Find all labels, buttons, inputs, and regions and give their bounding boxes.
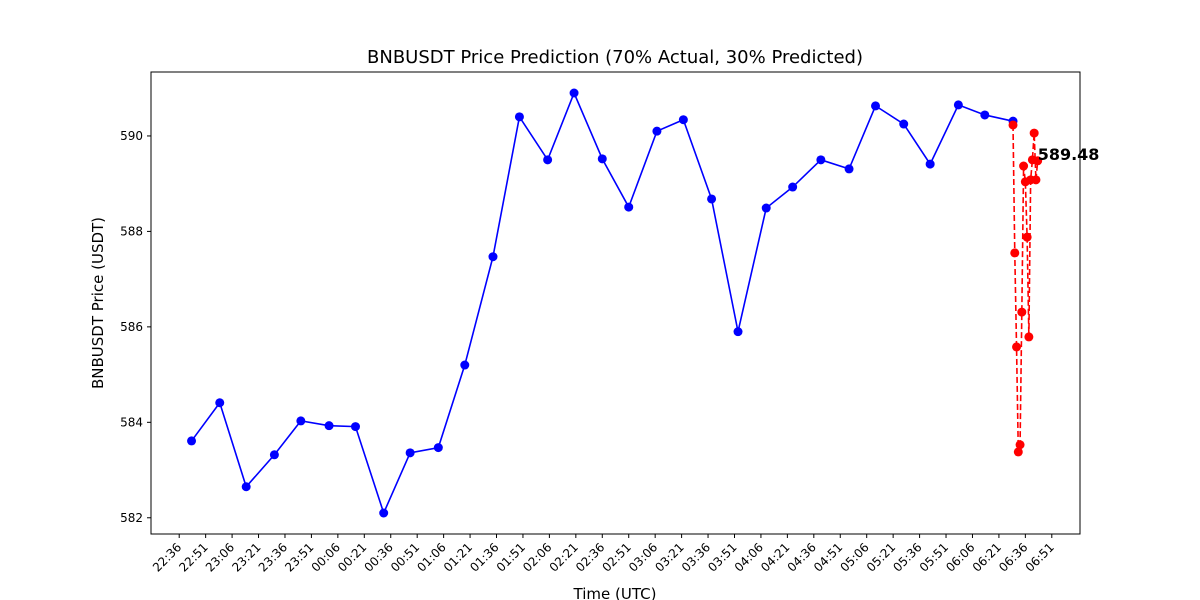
data-point	[1031, 175, 1041, 185]
data-point	[980, 110, 990, 120]
data-point	[816, 155, 826, 165]
plot-frame	[150, 71, 1081, 535]
data-point	[1024, 332, 1034, 342]
data-point	[871, 101, 881, 111]
x-tick-label: 03:06	[626, 540, 660, 574]
x-tick-label: 00:36	[362, 540, 396, 574]
x-tick-label: 01:06	[414, 540, 448, 574]
x-tick-label: 05:36	[890, 540, 924, 574]
data-point	[761, 203, 771, 213]
data-point	[433, 443, 443, 453]
data-point	[543, 155, 553, 165]
chart-title: BNBUSDT Price Prediction (70% Actual, 30…	[367, 47, 863, 68]
x-tick-label: 05:06	[837, 540, 871, 574]
data-point	[569, 88, 579, 98]
data-point	[597, 154, 607, 164]
x-tick-label: 23:51	[282, 540, 316, 574]
x-tick-label: 02:51	[599, 540, 633, 574]
data-point	[269, 450, 279, 460]
data-point	[652, 126, 662, 136]
x-tick-label: 22:51	[176, 540, 210, 574]
x-axis-label: Time (UTC)	[573, 585, 657, 600]
data-point	[1029, 128, 1039, 138]
x-tick-label: 03:21	[652, 540, 686, 574]
data-point	[514, 112, 524, 122]
x-tick-label: 22:36	[150, 540, 184, 574]
x-tick-label: 23:06	[203, 540, 237, 574]
y-tick-label: 582	[120, 511, 143, 525]
data-point	[1017, 307, 1027, 317]
x-tick-label: 06:06	[943, 540, 977, 574]
x-tick-label: 04:06	[732, 540, 766, 574]
data-point	[1008, 120, 1018, 130]
x-tick-label: 02:36	[573, 540, 607, 574]
x-tick-label: 23:36	[256, 540, 290, 574]
x-tick-label: 23:21	[229, 540, 263, 574]
x-tick-label: 00:51	[388, 540, 422, 574]
data-point	[1022, 232, 1032, 242]
data-point	[624, 202, 634, 212]
data-point	[1013, 447, 1023, 457]
x-tick-label: 02:06	[520, 540, 554, 574]
data-point	[953, 100, 963, 110]
data-point	[925, 159, 935, 169]
data-point	[379, 508, 389, 518]
x-tick-label: 00:06	[309, 540, 343, 574]
data-point	[241, 482, 251, 492]
data-point	[215, 398, 225, 408]
y-tick-label: 590	[120, 129, 143, 143]
data-point	[405, 448, 415, 458]
x-tick-label: 03:36	[679, 540, 713, 574]
x-tick-label: 01:21	[441, 540, 475, 574]
x-tick-label: 01:51	[494, 540, 528, 574]
x-tick-label: 06:21	[970, 540, 1004, 574]
x-tick-label: 06:51	[1023, 540, 1057, 574]
data-point	[488, 252, 498, 262]
data-point	[296, 416, 306, 426]
x-tick-label: 04:51	[811, 540, 845, 574]
data-point	[788, 182, 798, 192]
data-point	[1033, 156, 1043, 166]
x-tick-label: 04:36	[785, 540, 819, 574]
x-tick-label: 06:36	[996, 540, 1030, 574]
data-point	[187, 436, 197, 446]
x-tick-label: 05:21	[864, 540, 898, 574]
x-tick-label: 05:51	[917, 540, 951, 574]
data-point	[1019, 161, 1029, 171]
y-tick-label: 586	[120, 320, 143, 334]
y-axis-label: BNBUSDT Price (USDT)	[89, 217, 107, 389]
data-point	[350, 422, 360, 432]
data-point	[1012, 342, 1022, 352]
data-point	[460, 360, 470, 370]
data-point	[678, 115, 688, 125]
data-point	[1015, 440, 1025, 450]
data-point	[1010, 248, 1020, 258]
x-tick-label: 01:36	[467, 540, 501, 574]
x-tick-label: 00:21	[335, 540, 369, 574]
data-point	[844, 164, 854, 174]
y-tick-label: 584	[120, 415, 143, 429]
x-tick-label: 03:51	[705, 540, 739, 574]
data-point	[324, 421, 334, 431]
x-tick-label: 04:21	[758, 540, 792, 574]
data-label: 589.48	[1038, 145, 1100, 164]
series-line	[1012, 124, 1039, 453]
data-point	[707, 194, 717, 204]
data-point	[899, 119, 909, 129]
y-tick-label: 588	[120, 224, 143, 238]
x-tick-label: 02:21	[547, 540, 581, 574]
data-point	[733, 327, 743, 337]
